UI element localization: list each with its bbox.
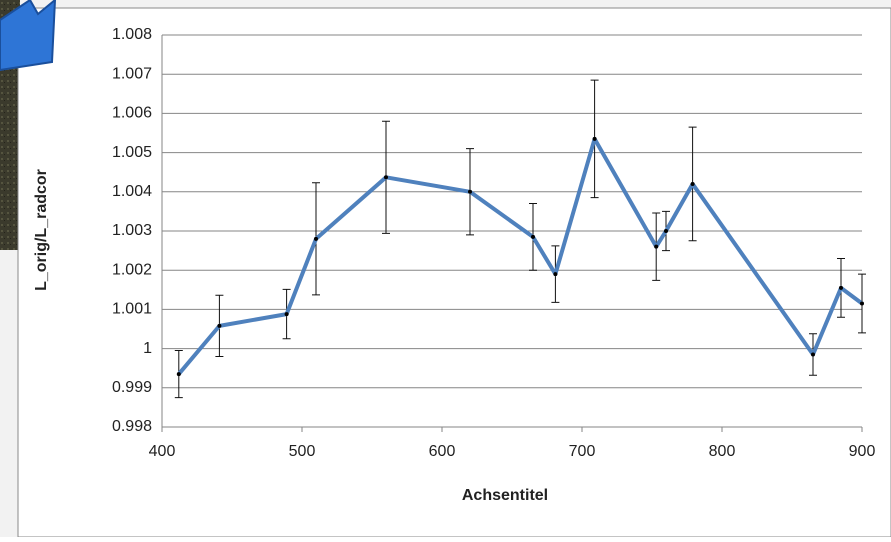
y-tick-label: 0.999	[112, 379, 152, 396]
marker	[177, 372, 181, 376]
marker	[860, 302, 864, 306]
x-tick-label: 600	[429, 443, 456, 460]
y-tick-label: 0.998	[112, 418, 152, 435]
marker	[593, 137, 597, 141]
screen: Achsentitel L_orig/L_radcor 0.998 0.999 1 1…	[0, 0, 891, 537]
marker	[314, 237, 318, 241]
marker	[664, 229, 668, 233]
marker	[531, 235, 535, 239]
marker	[468, 190, 472, 194]
y-tick-label: 1	[143, 340, 152, 357]
marker	[811, 352, 815, 356]
y-tick-label: 1.005	[112, 144, 152, 161]
x-tick-label: 900	[849, 443, 876, 460]
y-tick-label: 1.008	[112, 26, 152, 43]
x-tick-label: 800	[709, 443, 736, 460]
marker	[384, 175, 388, 179]
marker	[691, 182, 695, 186]
x-tick-label: 500	[289, 443, 316, 460]
y-tick-label: 1.002	[112, 261, 152, 278]
x-tick-label: 700	[569, 443, 596, 460]
marker	[654, 245, 658, 249]
page: Achsentitel L_orig/L_radcor 0.998 0.999 1 1…	[0, 0, 891, 542]
y-tick-label: 1.001	[112, 301, 152, 318]
y-tick-label: 1.006	[112, 105, 152, 122]
y-tick-label: 1.004	[112, 183, 152, 200]
marker	[553, 272, 557, 276]
x-tick-label: 400	[149, 443, 176, 460]
y-tick-label: 1.003	[112, 222, 152, 239]
y-tick-label: 1.007	[112, 65, 152, 82]
marker	[217, 324, 221, 328]
x-axis-title: Achsentitel	[462, 487, 548, 504]
y-axis-title: L_orig/L_radcor	[33, 169, 50, 291]
marker	[839, 286, 843, 290]
marker	[285, 312, 289, 316]
